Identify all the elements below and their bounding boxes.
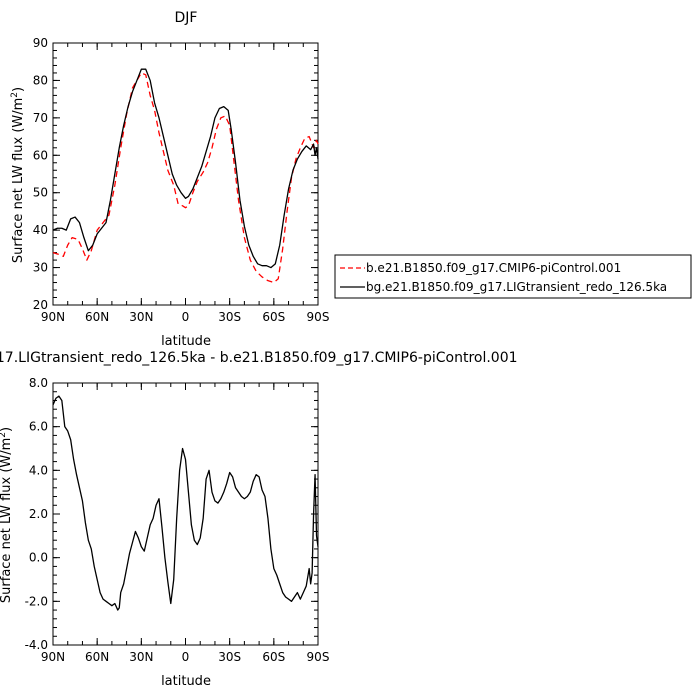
legend-box: [334, 254, 692, 299]
x-axis-label: latitude: [161, 334, 211, 349]
y-tick-label: -2.0: [25, 594, 48, 608]
series-lines: [52, 68, 319, 284]
y-axis-label-main: Surface net LW flux (W/m: [0, 438, 14, 603]
y-axis-label-main: Surface net LW flux (W/m: [11, 98, 26, 263]
y-tick-label: 4.0: [29, 463, 48, 477]
x-tick-label: 30N: [129, 310, 153, 324]
y-tick-label: 80: [33, 73, 48, 87]
x-tick-label: 90N: [41, 310, 65, 324]
plot-frame: [52, 42, 319, 306]
axis-ticks: 90N 60N 30N 0 30S 60S 90S -4.0 -2.0 0.0 2.0 4.0 6.0 8…: [25, 376, 330, 664]
y-tick-label: 30: [33, 261, 48, 275]
y-tick-label: 60: [33, 148, 48, 162]
x-tick-label: 90N: [41, 650, 65, 664]
plot-frame: [52, 382, 319, 646]
y-tick-label: 70: [33, 111, 48, 125]
y-axis-label-close: ): [11, 87, 26, 92]
series-line-2: [52, 68, 319, 269]
legend-label-lig: bg.e21.B1850.f09_g17.LIGtransient_redo_1…: [366, 280, 667, 294]
y-tick-label: 90: [33, 36, 48, 50]
y-axis-label-exponent: 2: [0, 432, 8, 438]
series-line-1: [52, 72, 319, 284]
y-axis-label: Surface net LW flux (W/m2): [0, 427, 14, 603]
x-tick-label: 60S: [262, 310, 285, 324]
y-tick-label: 8.0: [29, 376, 48, 390]
chart-title: bg.e21.B1850.f09_g17.LIGtransient_redo_1…: [0, 350, 518, 366]
y-axis-label-close: ): [0, 427, 14, 432]
y-tick-label: 0.0: [29, 551, 48, 565]
top-panel: DJF Surface net LW flux (W/m2) 90N 60N 30N…: [10, 10, 329, 349]
series-line-1: [52, 395, 319, 611]
y-tick-label: 6.0: [29, 420, 48, 434]
y-tick-label: 2.0: [29, 507, 48, 521]
y-axis-label-exponent: 2: [10, 92, 20, 98]
bottom-panel: bg.e21.B1850.f09_g17.LIGtransient_redo_1…: [0, 350, 518, 689]
x-tick-label: 30S: [218, 650, 241, 664]
x-axis-label: latitude: [161, 674, 211, 689]
x-tick-label: 0: [182, 310, 190, 324]
y-tick-label: -4.0: [25, 638, 48, 652]
x-tick-label: 0: [182, 650, 190, 664]
x-tick-label: 30S: [218, 310, 241, 324]
x-tick-label: 60N: [85, 310, 109, 324]
legend-label-ctrl: b.e21.B1850.f09_g17.CMIP6-piControl.001: [366, 261, 621, 275]
x-tick-label: 60N: [85, 650, 109, 664]
x-tick-label: 90S: [307, 310, 330, 324]
x-tick-label: 30N: [129, 650, 153, 664]
chart-title: DJF: [175, 10, 198, 26]
legend: b.e21.B1850.f09_g17.CMIP6-piControl.001 …: [334, 254, 692, 299]
y-tick-label: 20: [33, 298, 48, 312]
y-axis-label: Surface net LW flux (W/m2): [10, 87, 26, 263]
x-tick-label: 60S: [262, 650, 285, 664]
y-tick-label: 40: [33, 223, 48, 237]
y-tick-label: 50: [33, 186, 48, 200]
series-lines: [52, 395, 319, 611]
x-tick-label: 90S: [307, 650, 330, 664]
axis-ticks: 90N 60N 30N 0 30S 60S 90S 20 30 40 50 60 70 80 90: [33, 36, 330, 324]
